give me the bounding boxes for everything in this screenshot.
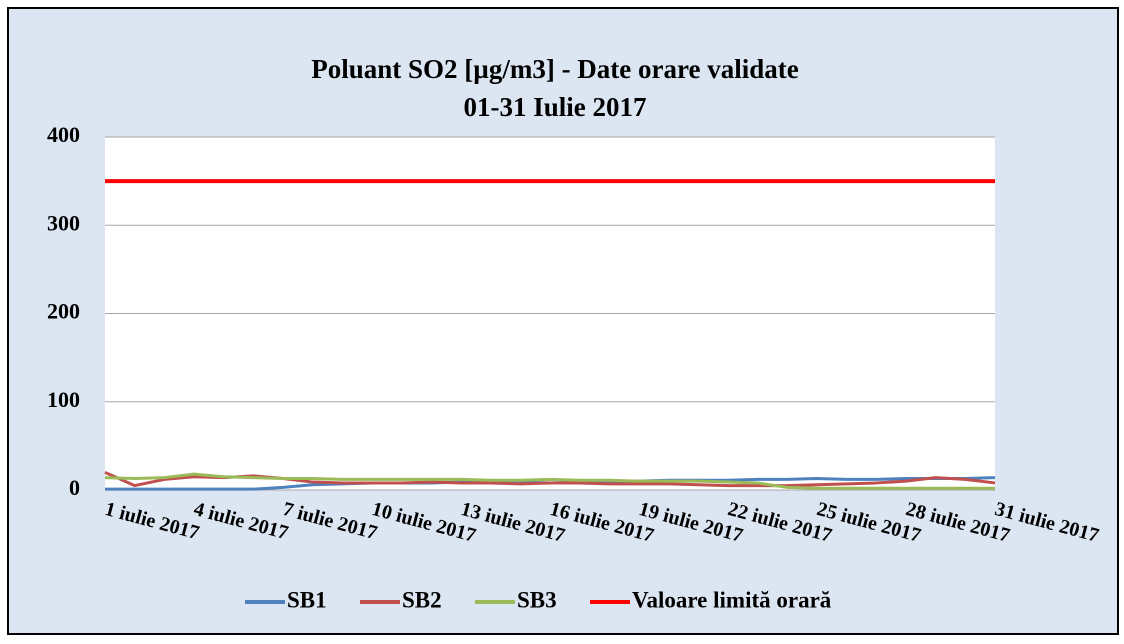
legend-label: Valoare limită orară [632,587,832,612]
y-tick-label: 300 [47,210,80,235]
y-tick-label: 0 [69,475,80,500]
y-tick-label: 100 [47,387,80,412]
series-line [104,470,996,488]
legend-label: SB2 [402,587,442,612]
y-tick-label: 400 [47,122,80,147]
legend-label: SB3 [517,587,557,612]
legend-label: SB1 [287,587,327,612]
chart-title: Poluant SO2 [µg/m3] - Date orare validat… [311,54,799,84]
chart-subtitle: 01-31 Iulie 2017 [463,92,646,122]
series-line [104,472,995,490]
y-tick-label: 200 [47,299,80,324]
